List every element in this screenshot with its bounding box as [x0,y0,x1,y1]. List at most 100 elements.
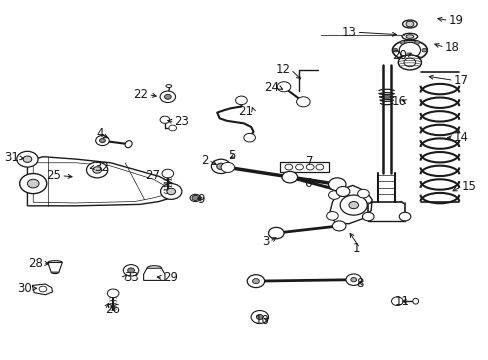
Circle shape [332,221,346,231]
Text: 16: 16 [391,95,406,108]
Text: 17: 17 [452,74,468,87]
Circle shape [166,188,175,195]
Circle shape [168,125,176,131]
Circle shape [346,274,361,285]
Text: 11: 11 [394,295,409,308]
Circle shape [164,94,171,99]
Circle shape [403,58,415,67]
Circle shape [414,41,419,44]
Text: 9: 9 [197,193,204,206]
Ellipse shape [190,194,201,202]
Circle shape [23,156,32,162]
Circle shape [340,195,366,215]
Circle shape [348,202,358,209]
Text: 12: 12 [275,63,290,76]
Circle shape [328,191,340,199]
Circle shape [315,164,323,170]
Text: 24: 24 [264,81,279,94]
Text: 10: 10 [254,314,269,327]
Polygon shape [27,157,174,206]
Text: 1: 1 [352,242,359,255]
Circle shape [39,286,47,292]
Circle shape [326,212,338,220]
Polygon shape [32,284,53,295]
Circle shape [405,21,413,27]
Circle shape [399,41,404,44]
Circle shape [250,311,268,323]
Circle shape [27,179,39,188]
Circle shape [100,138,105,143]
Text: 19: 19 [447,14,463,27]
Text: 33: 33 [124,271,139,284]
Circle shape [20,174,47,194]
Circle shape [252,279,259,284]
Circle shape [160,91,175,103]
Circle shape [282,171,297,183]
Circle shape [362,212,373,221]
Text: 25: 25 [46,169,61,182]
Circle shape [123,265,139,276]
Circle shape [296,97,309,107]
Polygon shape [329,185,371,224]
Text: 31: 31 [4,151,19,164]
Ellipse shape [402,20,416,28]
Circle shape [235,96,247,105]
Circle shape [336,186,349,197]
Circle shape [350,278,356,282]
Circle shape [160,116,169,123]
Circle shape [244,134,255,142]
Circle shape [295,164,303,170]
Circle shape [211,159,230,174]
Ellipse shape [405,35,413,39]
Text: 29: 29 [163,271,178,284]
Text: 27: 27 [145,169,160,182]
Circle shape [305,164,313,170]
Circle shape [277,82,290,92]
Circle shape [391,297,402,306]
Circle shape [162,169,173,178]
Circle shape [328,178,346,191]
Text: 5: 5 [228,149,235,162]
Ellipse shape [125,141,132,148]
Ellipse shape [412,298,418,304]
Text: 7: 7 [305,155,312,168]
Text: 28: 28 [28,257,43,270]
Text: 4: 4 [96,127,103,140]
Ellipse shape [392,40,427,60]
Text: 14: 14 [452,131,468,144]
Circle shape [107,289,119,298]
Circle shape [357,189,368,198]
Text: 22: 22 [133,88,148,101]
Text: 15: 15 [461,180,476,193]
Circle shape [399,56,404,60]
Text: 20: 20 [391,49,406,62]
Ellipse shape [165,85,171,87]
Circle shape [392,48,397,52]
Circle shape [127,268,134,273]
Circle shape [247,275,264,288]
Text: 8: 8 [355,277,363,290]
Ellipse shape [401,33,417,40]
Polygon shape [48,262,62,272]
Circle shape [414,56,419,60]
Circle shape [398,212,410,221]
Circle shape [421,48,426,52]
Text: 2: 2 [201,154,208,167]
Circle shape [221,162,234,172]
Text: 21: 21 [238,105,253,118]
Text: 26: 26 [105,303,120,316]
Circle shape [17,151,38,167]
Circle shape [256,315,263,319]
Text: 18: 18 [444,41,459,54]
Polygon shape [280,162,328,172]
Text: 32: 32 [94,161,108,174]
Circle shape [96,135,109,145]
Circle shape [398,42,420,58]
Text: 6: 6 [304,177,311,190]
Ellipse shape [397,55,421,70]
Polygon shape [143,268,164,280]
Circle shape [160,184,182,199]
Circle shape [192,195,199,201]
Circle shape [93,167,102,173]
Text: 3: 3 [262,235,269,248]
